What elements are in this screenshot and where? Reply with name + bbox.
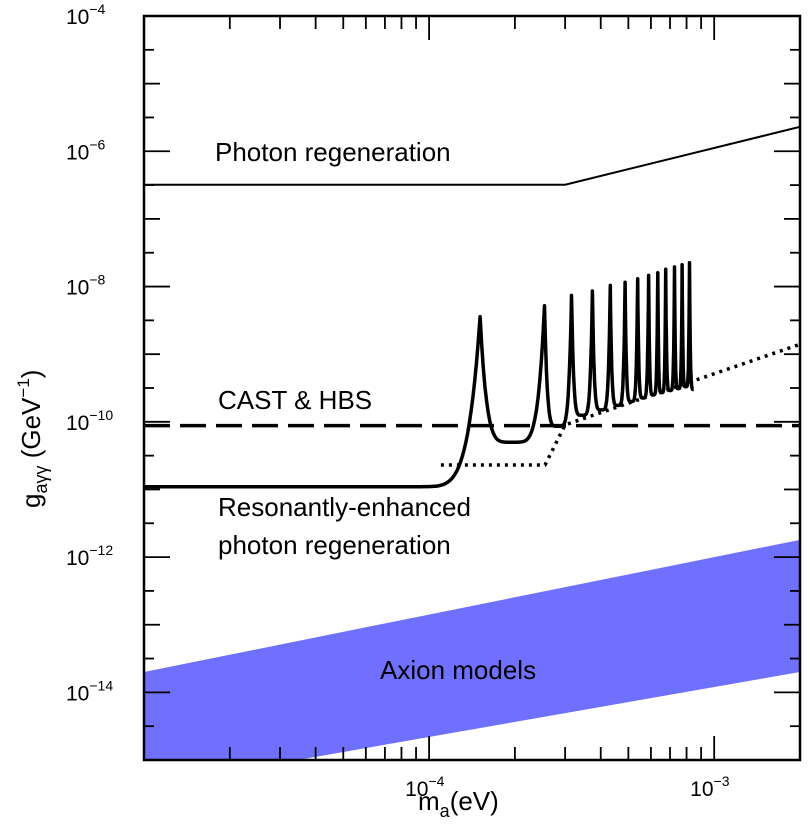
annotation-resonant-line1: Resonantly-enhanced: [218, 492, 471, 522]
y-tick-labels: 10−4 10−6 10−8 10−10 10−12 10−14: [66, 1, 113, 705]
y-axis-title-sup: −1: [14, 378, 33, 397]
plot-frame: [142, 14, 802, 762]
y-tick-label: 10−12: [66, 542, 113, 570]
series-line-0: [144, 125, 801, 186]
y-axis-title-sub: aγγ: [31, 466, 51, 494]
series-line-3: [144, 260, 696, 489]
band-layer: [144, 539, 800, 760]
y-tick-label: 10−4: [66, 1, 106, 29]
axis-ticks: [143, 15, 801, 761]
x-axis-title-sub: a: [440, 801, 451, 821]
annotation-cast-hbs: CAST & HBS: [218, 385, 372, 415]
y-tick-label: 10−8: [66, 272, 106, 300]
series-layer: [144, 125, 801, 489]
x-axis-title: ma(eV): [418, 786, 499, 821]
y-tick-label: 10−14: [66, 677, 113, 705]
axion-models-band: [144, 539, 800, 760]
annotation-photon-regeneration: Photon regeneration: [215, 137, 451, 167]
x-axis-title-rest: (eV): [450, 786, 499, 816]
y-axis-title: gaγγ (GeV−1): [14, 370, 51, 508]
annotation-resonant-line2: photon regeneration: [218, 530, 451, 560]
y-tick-label: 10−10: [66, 407, 113, 435]
y-axis-title-base: g: [16, 494, 46, 508]
x-tick-label: 10−4: [405, 773, 445, 801]
x-axis-title-base: m: [418, 786, 440, 816]
y-tick-label: 10−6: [66, 136, 106, 164]
x-tick-label: 10−3: [690, 773, 730, 801]
annotation-axion-models: Axion models: [380, 655, 536, 685]
y-axis-title-close: ): [16, 370, 46, 379]
y-axis-title-rest: (GeV: [16, 397, 46, 466]
x-tick-labels: 10−4 10−3: [405, 773, 730, 801]
